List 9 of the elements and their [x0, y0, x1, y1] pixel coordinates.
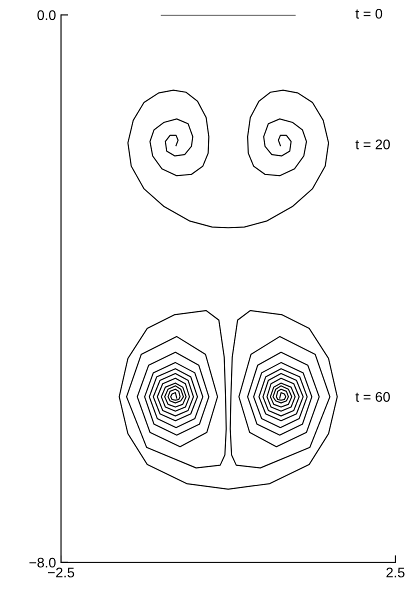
- y-tick-label: −8.0: [29, 558, 56, 568]
- x-tick-label: 2.5: [386, 568, 404, 578]
- x-tick-label: −2.5: [48, 568, 74, 578]
- line-series: [118, 310, 338, 490]
- series-label: t = 60: [356, 392, 390, 402]
- series-label: t = 20: [356, 140, 390, 150]
- y-tick-label: 0.0: [37, 10, 56, 20]
- text: t = 0: [356, 8, 382, 19]
- line-series: [127, 90, 330, 228]
